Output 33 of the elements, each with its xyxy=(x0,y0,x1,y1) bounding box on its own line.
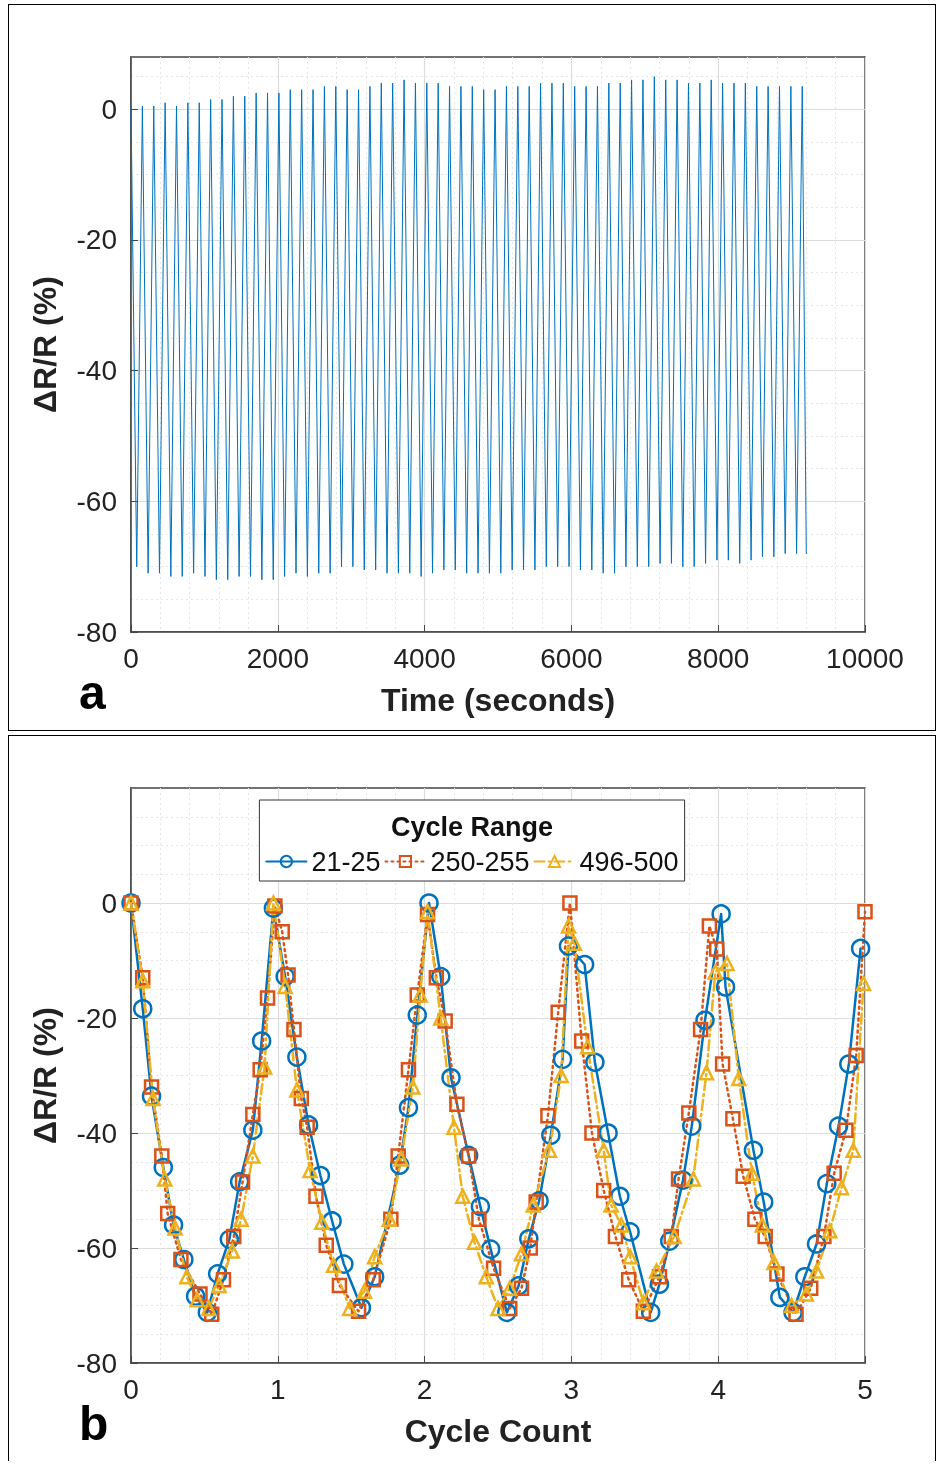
text: b xyxy=(79,1396,109,1449)
x-tick-label: 2000 xyxy=(246,642,309,674)
y-tick-label: -40 xyxy=(76,1117,117,1148)
x-axis-title: Time (seconds) xyxy=(380,682,616,718)
y-tick-label: -20 xyxy=(76,224,117,256)
x-axis-title: Cycle Count xyxy=(404,1412,592,1449)
y-tick-label: -60 xyxy=(76,1232,117,1263)
x-tick-label: 4000 xyxy=(393,642,456,674)
legend-label: 250-255 xyxy=(430,846,530,876)
x-tick-label: 5 xyxy=(857,1373,873,1404)
y-tick-label: -20 xyxy=(76,1002,117,1033)
x-tick-label: 2 xyxy=(416,1373,433,1404)
x-tick-label: 8000 xyxy=(687,642,750,674)
y-tick-label: -80 xyxy=(76,1347,117,1378)
y-tick-label: -80 xyxy=(76,616,117,648)
legend-label: 496-500 xyxy=(579,846,679,876)
text: a xyxy=(79,665,106,719)
x-tick-label: 0 xyxy=(123,1373,139,1404)
legend-title: Cycle Range xyxy=(390,811,554,841)
x-tick-label: 6000 xyxy=(540,642,603,674)
x-tick-label: 1 xyxy=(270,1373,286,1404)
y-tick-label: -60 xyxy=(76,485,117,517)
x-tick-label: 4 xyxy=(710,1373,726,1404)
y-tick-label: 0 xyxy=(101,93,117,125)
y-tick-label: 0 xyxy=(101,887,117,918)
x-tick-label: 10000 xyxy=(826,642,904,674)
legend-label: 21-25 xyxy=(311,846,381,876)
x-tick-label: 0 xyxy=(123,642,139,674)
y-axis-title: ΔR/R (%) xyxy=(27,276,63,413)
x-tick-label: 3 xyxy=(563,1373,580,1404)
y-tick-label: -40 xyxy=(76,355,117,387)
line-series xyxy=(130,76,807,581)
y-axis-title: ΔR/R (%) xyxy=(27,1006,63,1144)
